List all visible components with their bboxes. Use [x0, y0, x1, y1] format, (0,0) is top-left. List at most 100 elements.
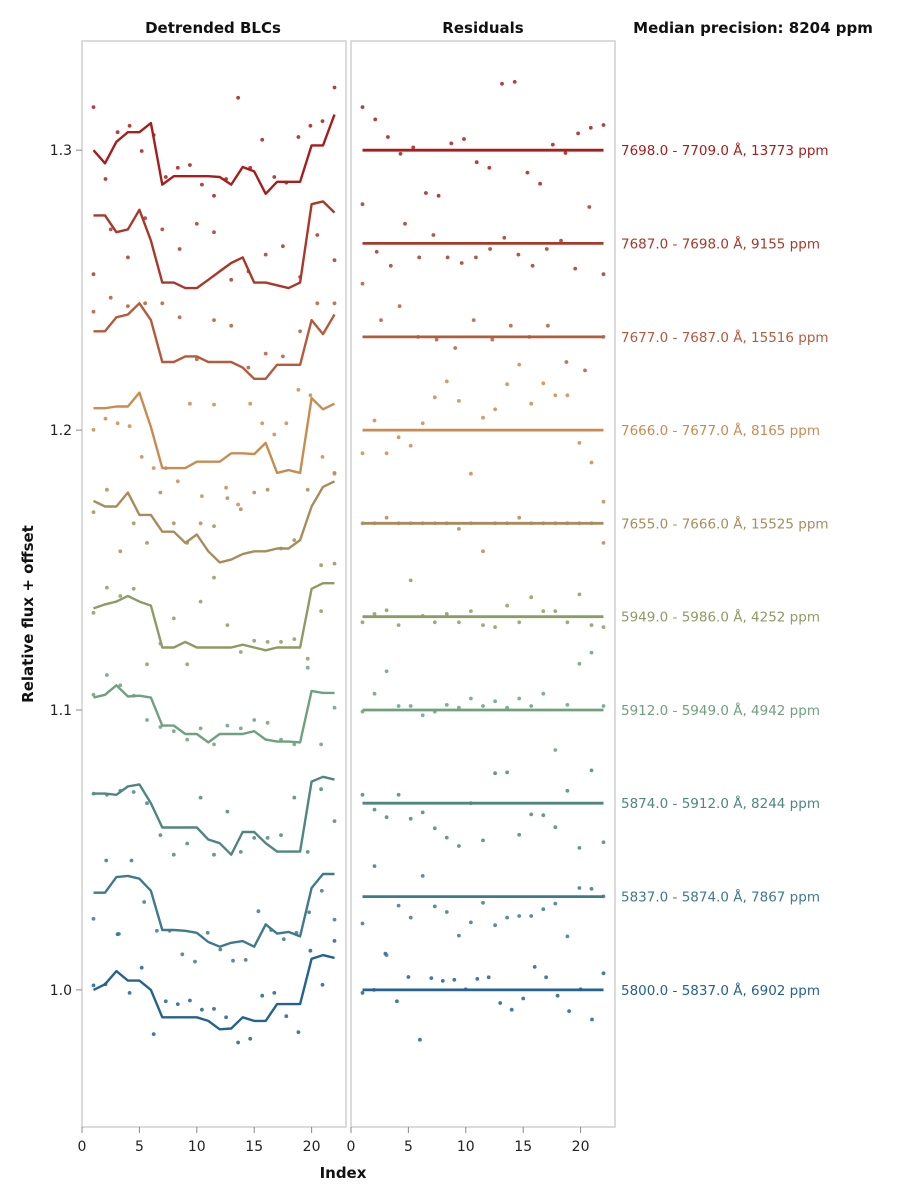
- data-point-8: [126, 255, 130, 260]
- model-line-9: [92, 114, 336, 196]
- residual-point-7: [508, 323, 513, 328]
- residual-point-6: [457, 399, 461, 403]
- residual-point-0: [406, 975, 411, 979]
- data-point-7: [194, 357, 199, 362]
- x-tick-label: 5: [135, 1139, 144, 1155]
- residual-point-6: [601, 499, 606, 504]
- residual-point-3: [577, 661, 582, 666]
- model-line-8: [93, 200, 336, 290]
- x-tick-label: 15: [245, 1139, 263, 1155]
- residual-point-1: [481, 900, 485, 905]
- residual-point-1: [372, 864, 377, 868]
- residual-point-9: [487, 165, 492, 170]
- data-point-8: [263, 252, 268, 257]
- residuals-panel-marks: [360, 80, 606, 1042]
- residual-point-3: [384, 669, 389, 674]
- residual-point-4: [505, 603, 509, 608]
- residual-point-1: [420, 874, 425, 878]
- data-point-4: [118, 594, 123, 598]
- data-point-3: [305, 665, 310, 670]
- residual-point-1: [432, 904, 437, 909]
- residual-point-1: [444, 910, 449, 914]
- data-point-0: [260, 993, 265, 998]
- data-point-3: [332, 705, 337, 710]
- residual-point-3: [481, 704, 485, 708]
- residual-point-6: [384, 451, 389, 456]
- data-point-2: [225, 809, 230, 814]
- residual-point-7: [379, 318, 383, 322]
- residual-point-1: [360, 921, 365, 926]
- data-point-9: [175, 165, 180, 170]
- residual-point-2: [529, 812, 534, 817]
- data-point-8: [212, 230, 216, 235]
- data-point-8: [91, 272, 96, 277]
- residual-point-1: [577, 886, 582, 890]
- residual-point-1: [541, 907, 546, 912]
- band-label-3: 5912.0 - 5949.0 Å, 4942 ppm: [621, 702, 820, 719]
- residual-point-9: [398, 151, 403, 156]
- data-point-6: [224, 485, 229, 490]
- data-point-3: [171, 729, 176, 734]
- residual-point-2: [553, 825, 558, 830]
- residual-point-0: [567, 1009, 571, 1013]
- data-point-0: [212, 1007, 216, 1011]
- data-point-0: [151, 1032, 156, 1036]
- data-point-1: [256, 909, 261, 914]
- x-tick-label: 10: [188, 1139, 206, 1155]
- residual-point-9: [601, 123, 606, 127]
- data-point-9: [236, 95, 241, 100]
- data-point-9: [103, 177, 108, 181]
- data-point-3: [185, 737, 190, 742]
- data-point-8: [229, 277, 234, 282]
- data-point-9: [188, 163, 192, 167]
- data-point-1: [104, 858, 109, 863]
- data-point-2: [252, 836, 257, 840]
- residual-point-4: [589, 623, 594, 627]
- data-point-0: [296, 1030, 301, 1034]
- x-axis-label: Index: [320, 1164, 367, 1182]
- data-point-6: [200, 494, 204, 498]
- residual-point-7: [397, 304, 402, 308]
- data-point-7: [229, 323, 234, 328]
- band-label-8: 7687.0 - 7698.0 Å, 9155 ppm: [621, 235, 820, 252]
- data-point-9: [163, 175, 168, 179]
- residual-point-3: [493, 699, 497, 704]
- residual-point-2: [457, 844, 461, 848]
- y-axis-label: Relative flux + offset: [19, 525, 37, 703]
- residual-point-2: [517, 832, 522, 837]
- data-point-8: [177, 247, 182, 251]
- data-point-0: [308, 948, 313, 953]
- data-point-5: [105, 487, 109, 492]
- residual-point-8: [559, 238, 563, 243]
- data-point-4: [212, 575, 216, 580]
- residual-point-6: [589, 460, 594, 465]
- data-point-4: [279, 640, 283, 644]
- residual-point-9: [411, 145, 416, 150]
- data-point-9: [200, 182, 204, 187]
- residual-point-0: [360, 991, 365, 995]
- residual-point-9: [462, 137, 466, 141]
- model-line-4: [93, 582, 335, 652]
- data-point-3: [105, 673, 109, 677]
- residual-point-2: [444, 835, 449, 840]
- residual-point-9: [449, 141, 454, 146]
- residual-point-3: [469, 696, 473, 701]
- residual-point-6: [481, 415, 485, 420]
- residual-point-0: [486, 975, 491, 980]
- model-line-3: [93, 684, 335, 744]
- residual-point-0: [532, 965, 537, 969]
- residual-point-9: [538, 181, 542, 186]
- residual-point-6: [432, 395, 437, 400]
- data-point-7: [281, 354, 285, 359]
- residual-point-6: [517, 362, 522, 367]
- data-point-3: [91, 692, 96, 697]
- residual-point-6: [541, 381, 546, 386]
- data-point-6: [127, 424, 132, 428]
- data-point-2: [185, 841, 190, 846]
- data-point-9: [296, 135, 301, 139]
- data-point-2: [238, 850, 243, 854]
- data-point-6: [151, 466, 156, 470]
- residual-point-8: [431, 233, 436, 237]
- data-point-9: [212, 193, 216, 198]
